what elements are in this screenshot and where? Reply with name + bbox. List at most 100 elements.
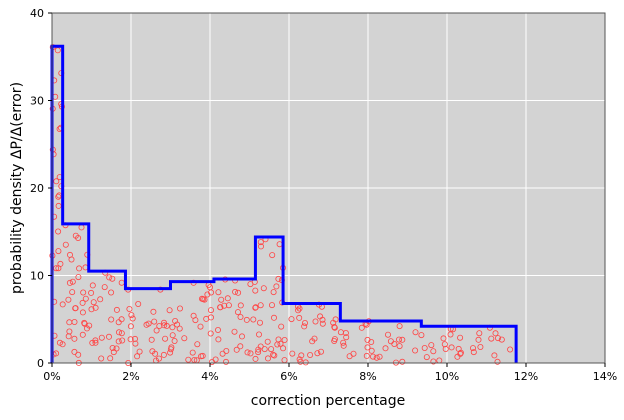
scatter-point xyxy=(247,350,254,357)
scatter-point xyxy=(134,353,141,360)
scatter-point xyxy=(76,265,83,272)
scatter-point xyxy=(71,348,78,355)
scatter-point xyxy=(57,260,64,267)
scatter-point xyxy=(270,314,277,321)
x-tick-label: 6% xyxy=(280,370,297,383)
scatter-point xyxy=(412,347,419,354)
scatter-point xyxy=(498,336,505,343)
scatter-point xyxy=(106,333,113,340)
scatter-point xyxy=(270,289,277,296)
scatter-point xyxy=(198,295,205,302)
scatter-point xyxy=(260,285,267,292)
scatter-point xyxy=(376,353,383,360)
scatter-point xyxy=(207,314,214,321)
scatter-point xyxy=(172,317,179,324)
scatter-point xyxy=(301,319,308,326)
scatter-point xyxy=(207,330,214,337)
scatter-point xyxy=(423,354,430,361)
scatter-point xyxy=(319,320,326,327)
scatter-point xyxy=(174,321,181,328)
scatter-point xyxy=(430,358,437,365)
scatter-point xyxy=(256,319,263,326)
scatter-point xyxy=(68,256,75,263)
scatter-point xyxy=(331,337,338,344)
scatter-point xyxy=(127,336,134,343)
scatter-point xyxy=(79,299,86,306)
scatter-point xyxy=(234,309,241,316)
scatter-point xyxy=(340,339,347,346)
scatter-point xyxy=(128,312,135,319)
scatter-point xyxy=(75,274,82,281)
scatter-point xyxy=(107,355,114,362)
scatter-point xyxy=(168,344,175,351)
scatter-point xyxy=(281,336,288,343)
scatter-point xyxy=(302,359,309,366)
scatter-point xyxy=(257,239,264,246)
x-tick-label: 12% xyxy=(514,370,538,383)
scatter-point xyxy=(309,338,316,345)
y-axis-ticks: 0 10 20 30 40 xyxy=(30,7,52,370)
scatter-point xyxy=(151,318,158,325)
scatter-point xyxy=(116,329,123,336)
scatter-point xyxy=(296,314,303,321)
scatter-point xyxy=(373,354,380,361)
scatter-point xyxy=(273,283,280,290)
histogram-step-line xyxy=(50,44,518,363)
x-tick-label: 14% xyxy=(593,370,617,383)
x-tick-label: 2% xyxy=(122,370,139,383)
y-tick-label: 30 xyxy=(30,95,44,108)
scatter-point xyxy=(109,275,116,282)
scatter-point xyxy=(255,349,262,356)
scatter-point xyxy=(298,352,305,359)
scatter-point xyxy=(289,350,296,357)
scatter-point xyxy=(217,304,224,311)
x-tick-label: 4% xyxy=(201,370,218,383)
scatter-point xyxy=(204,291,211,298)
scatter-point xyxy=(113,345,120,352)
scatter-point xyxy=(252,287,259,294)
scatter-point xyxy=(224,295,231,302)
scatter-point xyxy=(237,313,244,320)
scatter-point xyxy=(145,320,152,327)
scatter-point xyxy=(250,316,257,323)
scatter-point xyxy=(488,335,495,342)
scatter-point xyxy=(92,339,99,346)
scatter-point xyxy=(189,349,196,356)
scatter-point xyxy=(494,335,501,342)
scatter-point xyxy=(252,304,259,311)
scatter-point xyxy=(507,346,514,353)
scatter-point xyxy=(421,344,428,351)
scatter-point xyxy=(368,338,375,345)
scatter-point xyxy=(274,341,281,348)
scatter-point xyxy=(132,340,139,347)
scatter-point xyxy=(115,319,122,326)
scatter-point xyxy=(312,318,319,325)
scatter-point xyxy=(62,241,69,248)
scatter-point xyxy=(155,355,162,362)
scatter-point xyxy=(81,319,88,326)
scatter-point xyxy=(169,332,176,339)
scatter-point xyxy=(252,355,259,362)
scatter-point xyxy=(90,299,97,306)
scatter-point xyxy=(88,306,95,313)
scatter-point xyxy=(288,316,295,323)
scatter-point xyxy=(238,333,245,340)
scatter-point xyxy=(89,339,96,346)
y-tick-label: 40 xyxy=(30,7,44,20)
scatter-point xyxy=(358,324,365,331)
scatter-point xyxy=(97,296,104,303)
scatter-point xyxy=(185,356,192,363)
scatter-point xyxy=(109,344,116,351)
scatter-point xyxy=(296,305,303,312)
scatter-point xyxy=(307,351,314,358)
scatter-point xyxy=(66,328,73,335)
scatter-point xyxy=(232,288,239,295)
scatter-point xyxy=(368,347,375,354)
scatter-point xyxy=(448,344,455,351)
scatter-point xyxy=(79,309,86,316)
scatter-point xyxy=(161,322,168,329)
scatter-point xyxy=(337,329,344,336)
scatter-point xyxy=(237,302,244,309)
scatter-point xyxy=(55,248,62,255)
scatter-point xyxy=(98,355,105,362)
